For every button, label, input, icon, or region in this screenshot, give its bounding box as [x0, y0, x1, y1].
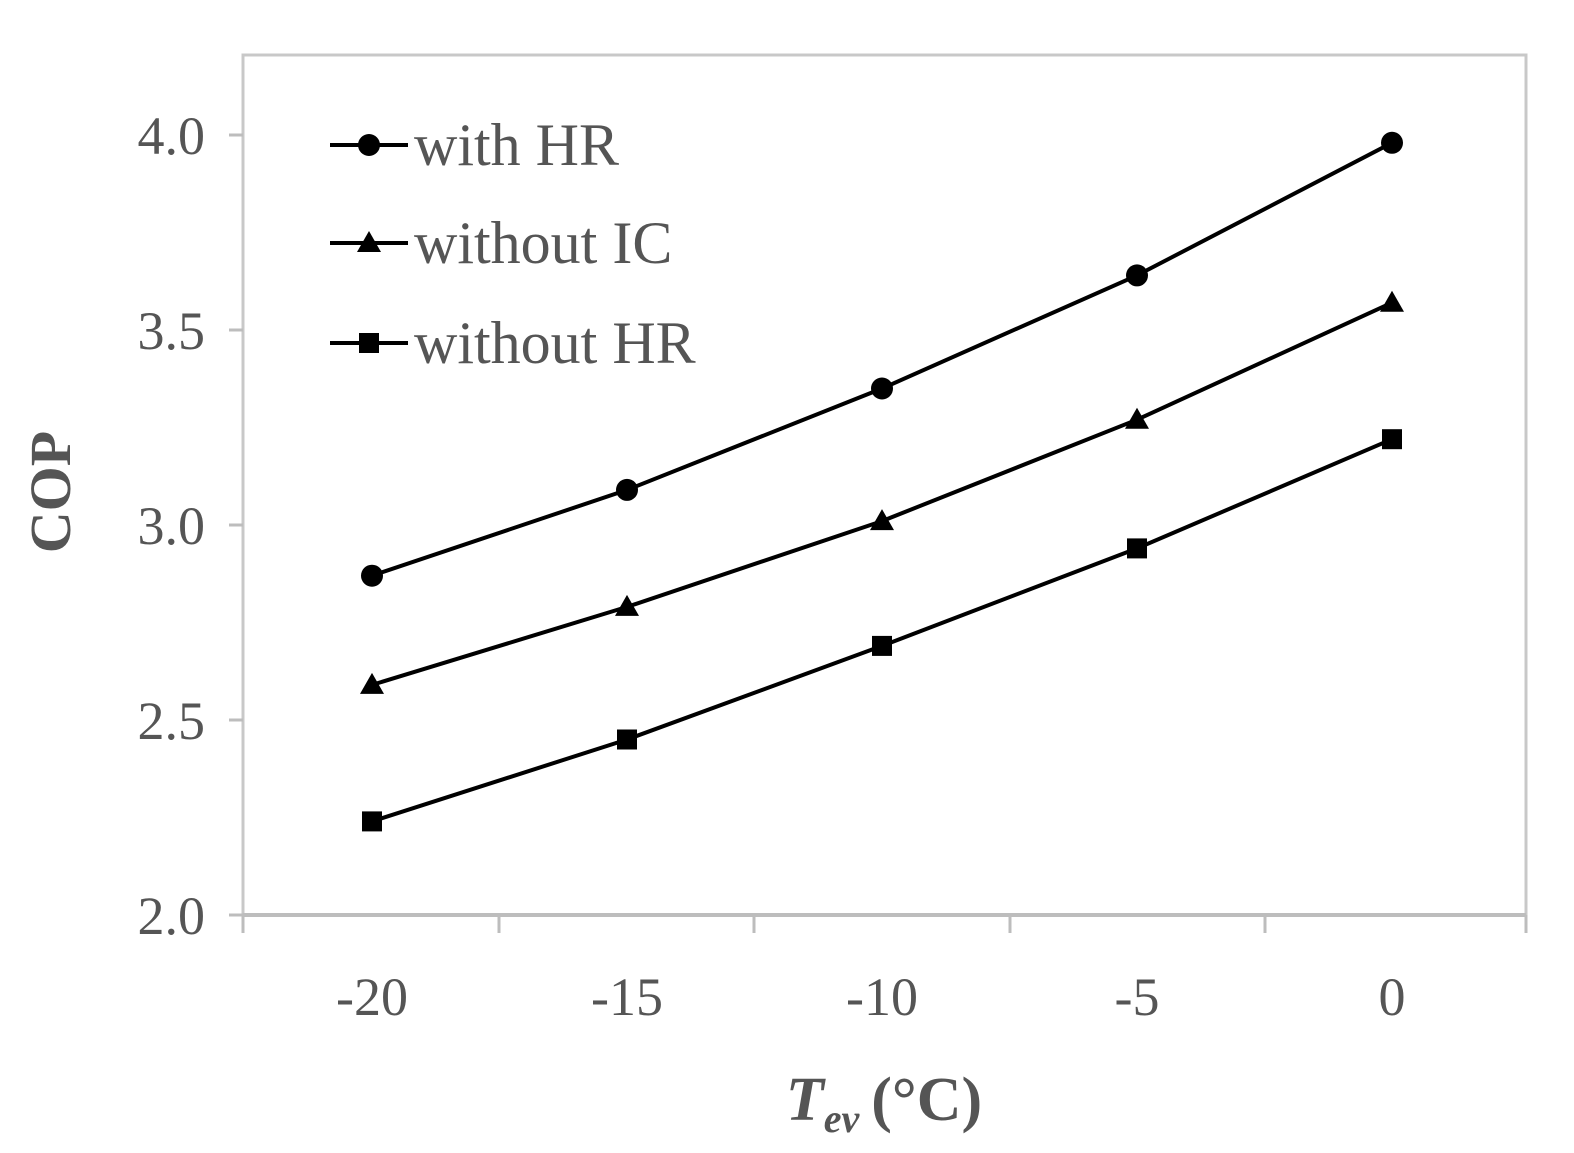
- data-point-square: [362, 811, 382, 832]
- x-tick-label: -5: [1115, 967, 1160, 1027]
- series-with-hr: [361, 131, 1403, 587]
- y-tick-label: 2.0: [138, 886, 206, 946]
- x-tick-label: 0: [1379, 967, 1406, 1027]
- x-tick-label: -15: [591, 967, 663, 1027]
- x-axis-title: Tev (°C): [786, 1066, 982, 1141]
- legend-marker-circle: [358, 134, 380, 156]
- data-point-circle: [871, 377, 893, 400]
- data-point-triangle: [615, 594, 639, 616]
- y-axis-ticks: 2.0 2.5 3.0 3.5 4.0: [138, 106, 243, 946]
- legend-marker-square: [359, 333, 379, 353]
- x-axis-title-unit: (°C): [871, 1066, 982, 1134]
- data-point-circle: [1126, 264, 1148, 287]
- y-tick-label: 4.0: [138, 106, 206, 166]
- data-point-square: [617, 729, 637, 750]
- x-tick-label: -20: [336, 967, 408, 1027]
- legend-marker-triangle: [357, 231, 381, 252]
- x-axis-ticks: -20 -15 -10 -5 0: [241, 915, 1528, 1027]
- series-layer: [360, 131, 1404, 832]
- legend-item: without IC: [330, 210, 672, 276]
- y-tick-label: 3.0: [138, 496, 206, 556]
- y-tick-label: 3.5: [138, 301, 206, 361]
- x-axis-title-subscript: ev: [824, 1096, 861, 1141]
- legend-label: without IC: [414, 210, 672, 276]
- data-point-square: [1127, 538, 1147, 559]
- data-point-circle: [616, 478, 638, 501]
- data-point-triangle: [870, 509, 894, 531]
- series-without-ic: [360, 290, 1404, 694]
- legend-item: without HR: [330, 310, 696, 376]
- data-point-circle: [1381, 131, 1403, 154]
- legend-label: with HR: [414, 112, 619, 178]
- data-point-triangle: [1125, 407, 1149, 429]
- data-point-square: [872, 635, 892, 656]
- legend: with HR without IC without HR: [330, 112, 696, 376]
- plot-area-frame: [241, 53, 1528, 917]
- legend-item: with HR: [330, 112, 619, 178]
- data-point-triangle: [360, 672, 384, 694]
- data-point-triangle: [1380, 290, 1404, 312]
- y-axis-title: COP: [18, 431, 83, 553]
- legend-label: without HR: [414, 310, 696, 376]
- data-point-circle: [361, 564, 383, 587]
- series-without-hr: [362, 429, 1402, 832]
- x-tick-label: -10: [846, 967, 918, 1027]
- data-point-square: [1382, 429, 1402, 450]
- x-axis-title-symbol: T: [786, 1066, 826, 1134]
- y-tick-label: 2.5: [138, 691, 206, 751]
